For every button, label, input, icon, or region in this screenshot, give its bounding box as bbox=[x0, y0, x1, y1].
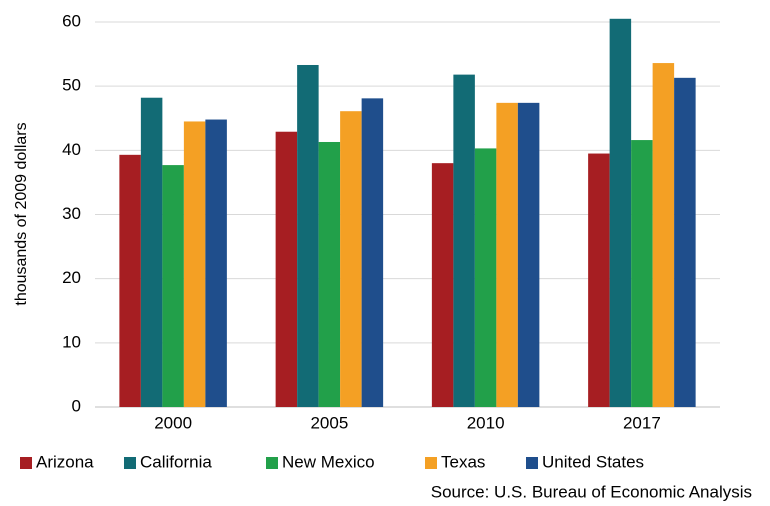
bar bbox=[474, 148, 497, 408]
legend-swatch bbox=[425, 457, 437, 469]
bar bbox=[361, 98, 384, 407]
legend-swatch bbox=[266, 457, 278, 469]
x-tick-label: 2000 bbox=[154, 413, 192, 432]
bar bbox=[119, 154, 141, 407]
y-tick-label: 40 bbox=[62, 140, 81, 159]
legend-label: California bbox=[140, 452, 212, 471]
bar bbox=[588, 153, 610, 407]
bar bbox=[275, 131, 298, 407]
y-tick-label: 50 bbox=[62, 76, 81, 95]
y-tick-label: 10 bbox=[62, 332, 81, 351]
x-tick-label: 2017 bbox=[623, 413, 661, 432]
bar bbox=[318, 141, 341, 407]
legend-swatch bbox=[124, 457, 136, 469]
y-tick-label: 0 bbox=[72, 396, 81, 415]
bar bbox=[453, 74, 475, 407]
bar bbox=[517, 102, 540, 407]
legend-swatch bbox=[20, 457, 32, 469]
bar bbox=[205, 119, 227, 408]
y-tick-label: 60 bbox=[62, 11, 81, 30]
legend-label: New Mexico bbox=[282, 452, 375, 471]
bar bbox=[431, 163, 454, 407]
bar bbox=[674, 77, 696, 407]
bar bbox=[140, 97, 163, 407]
bar bbox=[340, 111, 362, 408]
legend-swatch bbox=[526, 457, 538, 469]
legend-label: United States bbox=[542, 452, 644, 471]
legend-label: Arizona bbox=[36, 452, 94, 471]
bar bbox=[162, 165, 184, 407]
y-tick-label: 20 bbox=[62, 268, 81, 287]
bar bbox=[297, 64, 319, 407]
legend-label: Texas bbox=[441, 452, 485, 471]
bar bbox=[652, 63, 675, 408]
y-tick-label: 30 bbox=[62, 204, 81, 223]
y-axis-label: thousands of 2009 dollars bbox=[13, 122, 30, 305]
source: Source: U.S. Bureau of Economic Analysis bbox=[431, 482, 752, 501]
x-tick-label: 2010 bbox=[467, 413, 505, 432]
bar bbox=[631, 140, 653, 408]
bar bbox=[496, 102, 518, 407]
x-tick-label: 2005 bbox=[310, 413, 348, 432]
bar bbox=[609, 18, 632, 408]
bar bbox=[183, 121, 206, 407]
